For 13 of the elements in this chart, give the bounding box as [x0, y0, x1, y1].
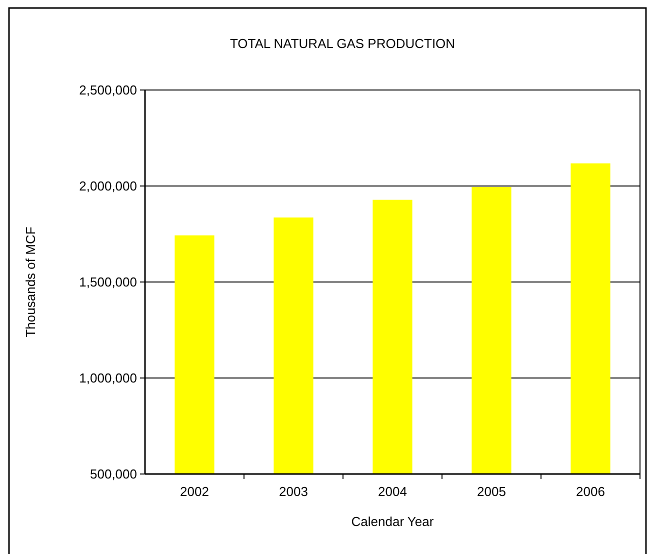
x-tick-label: 2004 — [378, 484, 407, 499]
y-tick-label: 1,000,000 — [79, 370, 137, 386]
y-tick-label: 1,500,000 — [79, 274, 137, 290]
x-tick-label: 2002 — [180, 484, 209, 499]
x-tick-label: 2003 — [279, 484, 308, 499]
y-tick-label: 2,000,000 — [79, 178, 137, 194]
x-tick-label: 2005 — [477, 484, 506, 499]
x-axis-title: Calendar Year — [351, 514, 434, 529]
y-axis-title: Thousands of MCF — [23, 226, 38, 338]
y-tick-label: 2,500,000 — [79, 82, 137, 98]
x-tick-label: 2006 — [576, 484, 605, 499]
y-tick-label: 500,000 — [90, 466, 137, 482]
chart-title: TOTAL NATURAL GAS PRODUCTION — [230, 36, 456, 51]
